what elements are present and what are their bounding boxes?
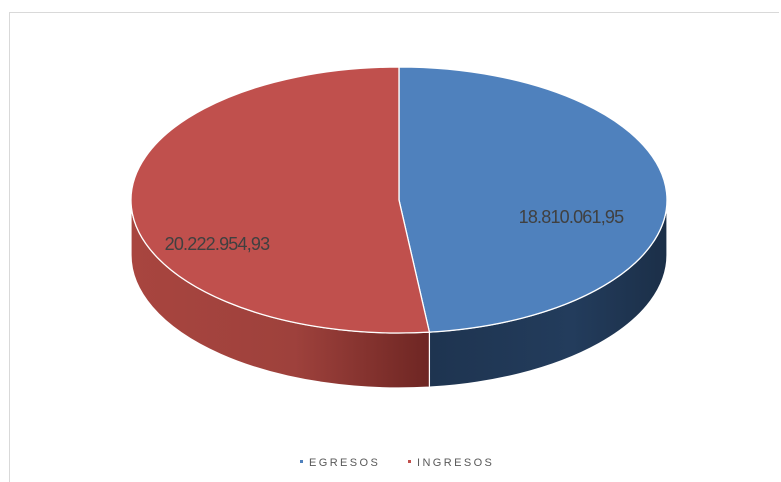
data-label-egresos: 18.810.061,95 <box>519 207 624 227</box>
legend-marker-egresos <box>300 460 303 463</box>
legend-label-ingresos: INGRESOS <box>417 457 494 469</box>
legend-marker-ingresos <box>408 460 411 463</box>
pie-slice-egresos <box>398 66 668 333</box>
data-label-ingresos: 20.222.954,93 <box>165 234 270 254</box>
pie-slice-ingresos <box>130 66 431 334</box>
legend-label-egresos: EGRESOS <box>309 457 380 469</box>
